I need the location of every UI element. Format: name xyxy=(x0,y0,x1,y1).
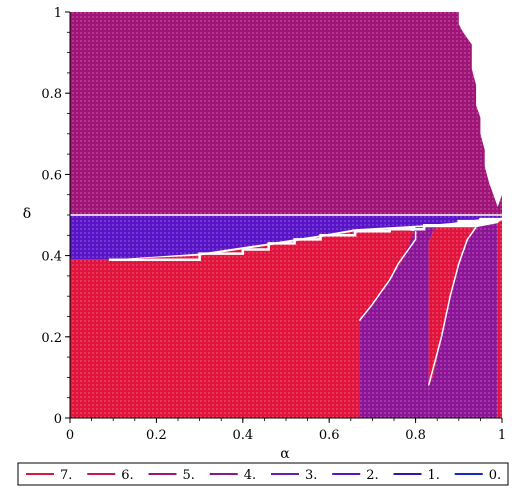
legend-label-7: 7. xyxy=(60,468,72,483)
legend-label-4: 4. xyxy=(244,468,256,483)
legend-label-5: 5. xyxy=(183,468,195,483)
region-texture-4 xyxy=(428,227,477,386)
legend-label-0: 0. xyxy=(489,468,501,483)
region-texture-5 xyxy=(428,223,498,418)
y-axis-ticks: 0 0.2 0.4 0.6 0.8 1 xyxy=(41,6,70,427)
boundary-lines xyxy=(70,214,502,386)
legend-label-2: 2. xyxy=(366,468,378,483)
legend-label-1: 1. xyxy=(428,468,440,483)
legend-label-6: 6. xyxy=(121,468,133,483)
legend: 7. 6. 5. 4. 3. 2. 1. 0. xyxy=(17,462,509,486)
y-tick-label: 0 xyxy=(54,412,62,427)
x-tick-label: 0 xyxy=(66,428,74,443)
boundary-line-0 xyxy=(108,217,502,261)
y-axis-label: δ xyxy=(23,206,31,222)
region-texture-1 xyxy=(70,215,502,260)
x-tick-label: 0.4 xyxy=(232,428,253,443)
y-tick-label: 1 xyxy=(54,6,62,21)
region-texture-0 xyxy=(70,12,502,215)
legend-label-3: 3. xyxy=(305,468,317,483)
region-texture-2 xyxy=(70,229,416,418)
boundary-line-1 xyxy=(358,231,417,322)
y-tick-label: 0.2 xyxy=(41,331,62,346)
y-tick-label: 0.4 xyxy=(41,250,62,265)
region-texture-3 xyxy=(359,227,438,418)
x-tick-label: 1 xyxy=(498,428,506,443)
plot-area xyxy=(70,12,502,418)
x-axis-label: α xyxy=(280,446,290,462)
boundary-line-2 xyxy=(427,226,477,386)
y-tick-label: 0.8 xyxy=(41,87,62,102)
x-tick-label: 0.8 xyxy=(405,428,426,443)
x-tick-label: 0.2 xyxy=(146,428,167,443)
region-texture-6 xyxy=(497,219,502,418)
x-axis-ticks: 0 0.2 0.4 0.6 0.8 1 xyxy=(66,418,506,443)
legend-box xyxy=(17,462,509,486)
x-tick-label: 0.6 xyxy=(319,428,340,443)
y-tick-label: 0.6 xyxy=(41,168,62,183)
